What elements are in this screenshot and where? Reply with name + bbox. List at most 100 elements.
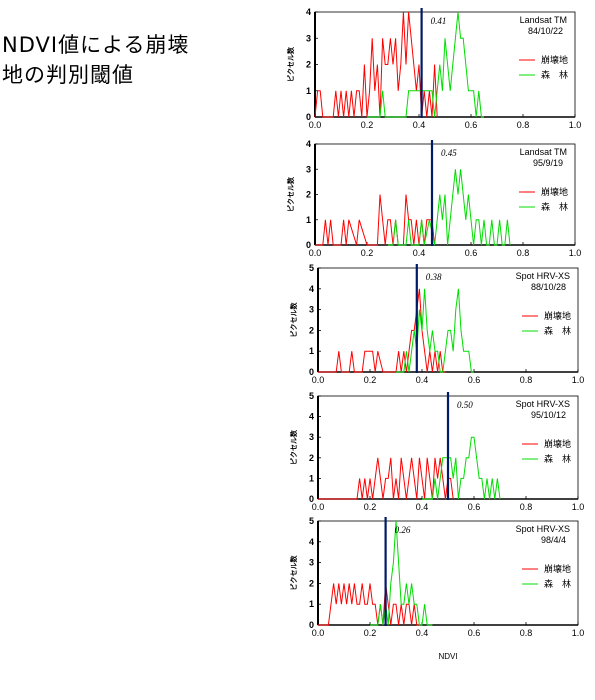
y-tick-label: 4 bbox=[306, 139, 311, 149]
x-tick-label: 0.8 bbox=[520, 375, 533, 385]
x-tick-label: 1.0 bbox=[572, 502, 585, 512]
y-tick-label: 4 bbox=[309, 537, 314, 547]
x-axis-title: NDVI bbox=[438, 652, 457, 661]
y-tick-label: 5 bbox=[309, 263, 314, 273]
x-tick-label: 1.0 bbox=[569, 248, 582, 258]
y-tick-label: 3 bbox=[306, 164, 311, 174]
x-tick-label: 0.2 bbox=[364, 375, 377, 385]
y-tick-label: 2 bbox=[309, 325, 314, 335]
y-tick-label: 0 bbox=[306, 240, 311, 250]
plot-frame bbox=[317, 520, 579, 626]
y-tick-label: 2 bbox=[306, 60, 311, 70]
threshold-label: 0.50 bbox=[457, 400, 473, 410]
y-tick-label: 4 bbox=[306, 7, 311, 17]
series-line-landslide bbox=[318, 288, 446, 373]
x-tick-label: 0.8 bbox=[517, 120, 530, 130]
x-tick-label: 0.4 bbox=[416, 628, 429, 638]
x-tick-label: 1.0 bbox=[572, 628, 585, 638]
x-tick-label: 0.0 bbox=[312, 502, 325, 512]
x-tick-label: 1.0 bbox=[569, 120, 582, 130]
y-tick-label: 0 bbox=[309, 367, 314, 377]
threshold-label: 0.41 bbox=[431, 16, 447, 26]
y-tick-label: 5 bbox=[309, 516, 314, 526]
y-tick-label: 3 bbox=[309, 305, 314, 315]
chart-panel-4: 0 1 2 3 4 5 0.0 0.2 0.4 0.6 0.8 1.0 ピクセル数 0.50 Spot HR… bbox=[289, 391, 584, 512]
y-axis-label: ピクセル数 bbox=[289, 555, 298, 591]
chart-panel-2: 0 1 2 3 4 0.0 0.2 0.4 0.6 0.8 1.0 ピクセル数 0.45 Landsat … bbox=[286, 139, 581, 258]
date-label: 95/10/12 bbox=[531, 410, 566, 420]
y-tick-label: 0 bbox=[309, 620, 314, 630]
legend-label: 森 林 bbox=[544, 453, 571, 464]
series-line-forest bbox=[387, 169, 511, 246]
date-label: 84/10/22 bbox=[528, 26, 563, 36]
y-axis-label: ピクセル数 bbox=[289, 302, 298, 338]
y-tick-label: 1 bbox=[309, 346, 314, 356]
series-line-landslide bbox=[318, 583, 420, 626]
threshold-label: 0.45 bbox=[441, 148, 457, 158]
x-tick-label: 0.6 bbox=[465, 248, 478, 258]
sensor-label: Landsat TM bbox=[520, 15, 567, 25]
x-tick-label: 0.8 bbox=[520, 628, 533, 638]
y-tick-label: 3 bbox=[309, 432, 314, 442]
legend-label: 森 林 bbox=[541, 69, 568, 80]
x-tick-label: 0.6 bbox=[468, 628, 481, 638]
series-line-forest bbox=[422, 436, 501, 500]
x-tick-label: 0.8 bbox=[520, 502, 533, 512]
x-tick-label: 0.2 bbox=[361, 120, 374, 130]
y-tick-label: 4 bbox=[309, 412, 314, 422]
legend-label: 森 林 bbox=[544, 578, 571, 589]
x-tick-label: 0.4 bbox=[416, 502, 429, 512]
x-tick-label: 0.0 bbox=[309, 120, 322, 130]
x-tick-label: 0.6 bbox=[468, 375, 481, 385]
legend-label: 崩壊地 bbox=[544, 310, 571, 321]
chart-panel-3: 0 1 2 3 4 5 0.0 0.2 0.4 0.6 0.8 1.0 ピクセル数 0.38 Spot HR… bbox=[289, 263, 584, 385]
x-tick-label: 0.0 bbox=[309, 248, 322, 258]
y-tick-label: 2 bbox=[306, 190, 311, 200]
series-line-landslide bbox=[318, 457, 454, 500]
x-tick-label: 1.0 bbox=[572, 375, 585, 385]
y-tick-label: 1 bbox=[306, 86, 311, 96]
chart-panel-5: 0 1 2 3 4 5 0.0 0.2 0.4 0.6 0.8 1.0 ピクセル数 0.26 Spot HR… bbox=[289, 516, 584, 638]
title-line-1: NDVI値による崩壊 bbox=[2, 33, 190, 57]
y-axis-label: ピクセル数 bbox=[286, 176, 295, 212]
y-tick-label: 2 bbox=[309, 453, 314, 463]
chart-panel-1: 0 1 2 3 4 0.0 0.2 0.4 0.6 0.8 1.0 ピクセル数 0.41 Landsat … bbox=[286, 7, 581, 130]
x-tick-label: 0.6 bbox=[468, 502, 481, 512]
y-tick-label: 1 bbox=[309, 599, 314, 609]
x-tick-label: 0.4 bbox=[413, 248, 426, 258]
x-tick-label: 0.0 bbox=[312, 628, 325, 638]
y-tick-label: 1 bbox=[309, 473, 314, 483]
threshold-label: 0.38 bbox=[426, 272, 442, 282]
x-tick-label: 0.2 bbox=[361, 248, 374, 258]
date-label: 88/10/28 bbox=[531, 282, 566, 292]
legend-label: 崩壊地 bbox=[544, 438, 571, 449]
legend-label: 森 林 bbox=[544, 325, 571, 336]
date-label: 98/4/4 bbox=[541, 535, 566, 545]
series-line-landslide bbox=[314, 11, 438, 118]
threshold-label: 0.26 bbox=[395, 525, 411, 535]
legend-label: 森 林 bbox=[541, 201, 568, 212]
x-tick-label: 0.8 bbox=[517, 248, 530, 258]
series-line-forest bbox=[396, 288, 474, 373]
x-tick-label: 0.2 bbox=[364, 502, 377, 512]
date-label: 95/9/19 bbox=[533, 158, 563, 168]
x-tick-label: 0.4 bbox=[413, 120, 426, 130]
x-tick-label: 0.0 bbox=[312, 375, 325, 385]
y-tick-label: 3 bbox=[309, 558, 314, 568]
y-axis-label: ピクセル数 bbox=[286, 46, 295, 82]
title-line-2: 地の判別閾値 bbox=[2, 63, 134, 87]
y-tick-label: 5 bbox=[309, 391, 314, 401]
sensor-label: Spot HRV-XS bbox=[516, 399, 570, 409]
y-tick-label: 0 bbox=[309, 494, 314, 504]
series-line-forest bbox=[367, 11, 484, 118]
y-axis-label: ピクセル数 bbox=[289, 429, 298, 465]
x-tick-label: 0.6 bbox=[465, 120, 478, 130]
legend-label: 崩壊地 bbox=[541, 186, 568, 197]
x-tick-label: 0.4 bbox=[416, 375, 429, 385]
y-tick-label: 3 bbox=[306, 33, 311, 43]
x-tick-label: 0.2 bbox=[364, 628, 377, 638]
y-tick-label: 4 bbox=[309, 284, 314, 294]
legend-label: 崩壊地 bbox=[541, 54, 568, 65]
y-tick-label: 1 bbox=[306, 215, 311, 225]
